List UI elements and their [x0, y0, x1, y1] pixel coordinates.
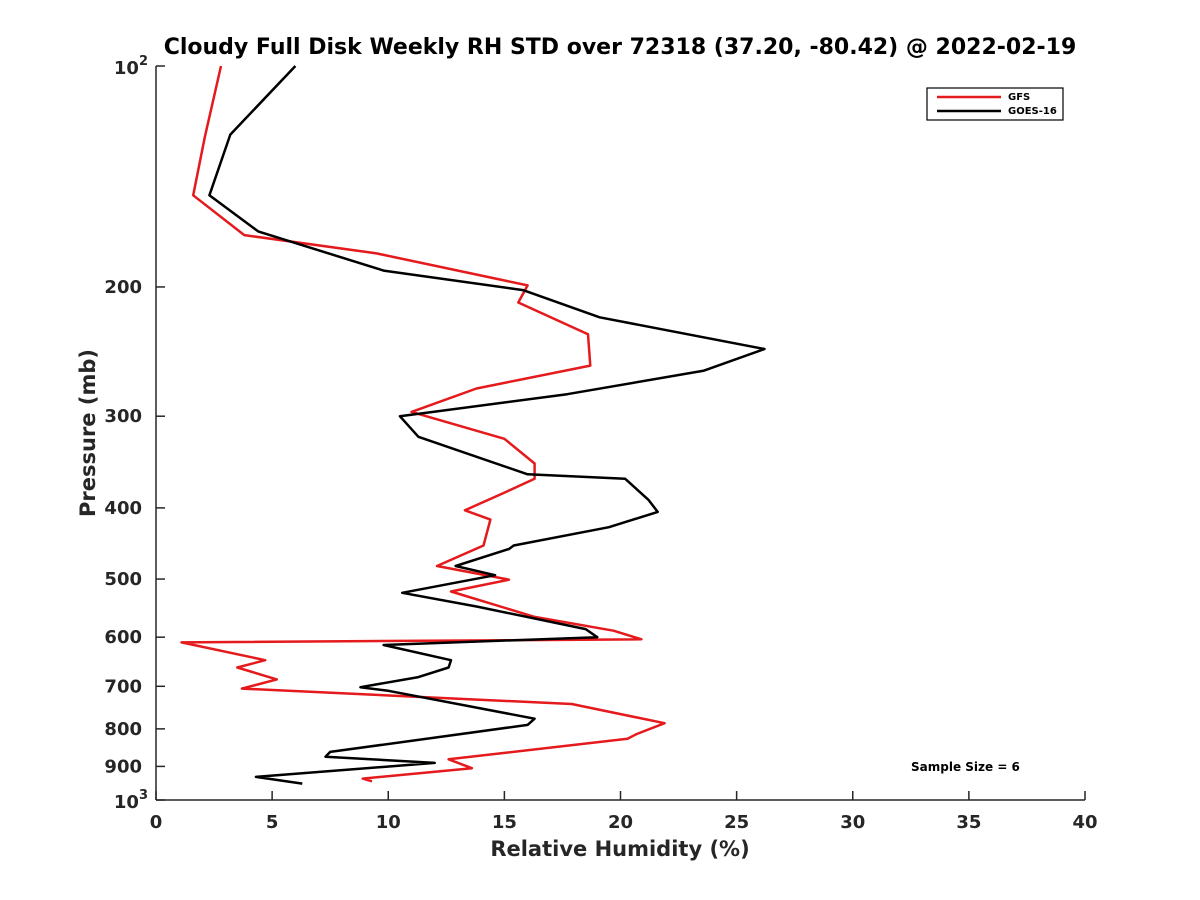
chart-title: Cloudy Full Disk Weekly RH STD over 7231…: [164, 35, 1077, 60]
x-tick-label: 10: [376, 812, 401, 833]
x-tick-label: 35: [956, 812, 981, 833]
legend-label-gfs: GFS: [1008, 92, 1030, 103]
series-line-goes16: [208, 65, 766, 785]
y-tick-label: 300: [104, 406, 142, 427]
sample-size-annotation: Sample Size = 6: [911, 760, 1020, 774]
y-tick-label: 700: [104, 676, 142, 697]
legend: GFS GOES-16: [926, 87, 1064, 121]
y-tick-label: 800: [104, 719, 142, 740]
y-axis-label: Pressure (mb): [76, 349, 100, 517]
x-tick-label: 0: [150, 812, 163, 833]
x-tick-label: 5: [266, 812, 279, 833]
y-limit-tick-label: 102: [114, 54, 148, 79]
legend-label-goes16: GOES-16: [1008, 106, 1057, 117]
y-tick-label: 900: [104, 756, 142, 777]
x-axis-label: Relative Humidity (%): [490, 837, 749, 861]
legend-box: [926, 87, 1064, 121]
y-tick-label: 400: [104, 498, 142, 519]
x-tick-label: 20: [608, 812, 633, 833]
y-limit-tick-label: 103: [114, 788, 148, 813]
x-tick-label: 25: [724, 812, 749, 833]
x-tick-label: 15: [492, 812, 517, 833]
y-tick-label: 500: [104, 569, 142, 590]
x-tick-label: 30: [840, 812, 865, 833]
y-tick-label: 200: [104, 277, 142, 298]
series-line-gfs: [180, 65, 666, 783]
plot-layer: 0 5 10 15 20 25 30 35 40 200 300 400 500 600 700 800 900…: [104, 54, 1097, 833]
x-tick-label: 40: [1072, 812, 1097, 833]
y-tick-label: 600: [104, 627, 142, 648]
